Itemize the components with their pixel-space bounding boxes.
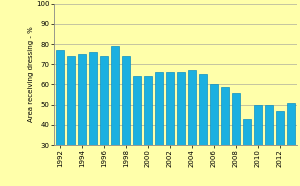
Bar (243, 119, 251, 186)
Bar (254, 105, 262, 186)
Bar (133, 76, 141, 186)
Bar (56, 50, 64, 186)
Bar (265, 105, 273, 186)
Bar (286, 103, 296, 186)
Bar (177, 72, 185, 186)
Bar (210, 84, 218, 186)
Bar (199, 74, 207, 186)
Bar (122, 56, 130, 186)
Bar (166, 72, 174, 186)
Bar (154, 72, 164, 186)
Bar (88, 52, 98, 186)
Bar (67, 56, 75, 186)
Bar (111, 46, 119, 186)
Bar (232, 93, 240, 186)
Bar (276, 111, 284, 186)
Y-axis label: Area receiving dressing - %: Area receiving dressing - % (28, 27, 34, 122)
Bar (188, 70, 196, 186)
Bar (78, 54, 86, 186)
Bar (220, 86, 230, 186)
Bar (100, 56, 108, 186)
Bar (144, 76, 152, 186)
